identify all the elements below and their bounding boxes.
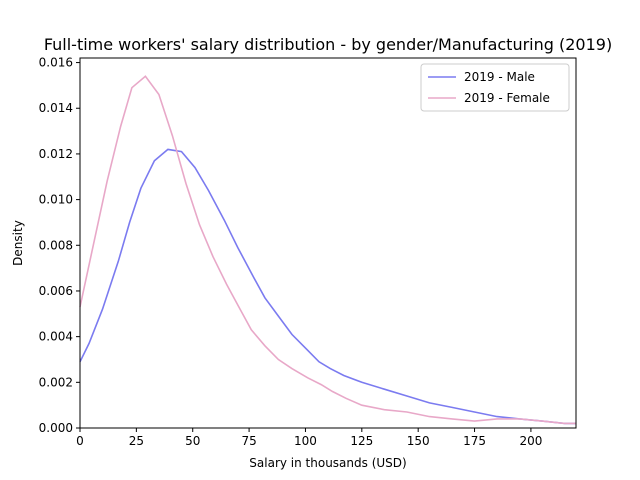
y-tick-label: 0.008 xyxy=(39,238,73,252)
y-tick-label: 0.004 xyxy=(39,330,73,344)
y-tick-label: 0.006 xyxy=(39,284,73,298)
x-axis: 0 25 50 75 100 125 150 175 200 xyxy=(76,428,542,448)
x-tick-label: 75 xyxy=(241,434,256,448)
y-tick-label: 0.010 xyxy=(39,193,73,207)
series-line-1 xyxy=(79,148,576,425)
x-tick-label: 175 xyxy=(463,434,486,448)
chart-title: Full-time workers' salary distribution -… xyxy=(44,35,612,54)
plot-frame xyxy=(79,57,577,429)
x-axis-label: Salary in thousands (USD) xyxy=(249,456,406,470)
series-lines xyxy=(79,75,576,425)
y-tick-label: 0.002 xyxy=(39,375,73,389)
x-tick-label: 50 xyxy=(185,434,200,448)
legend-box xyxy=(420,63,570,112)
legend-label-2: 2019 - Female xyxy=(464,91,550,105)
y-axis: 0.000 0.002 0.004 0.006 0.008 0.010 0.012 0.014… xyxy=(39,56,80,435)
legend: 2019 - Male 2019 - Female xyxy=(420,63,570,112)
x-tick-label: 100 xyxy=(294,434,317,448)
x-tick-label: 200 xyxy=(519,434,542,448)
legend-label-1: 2019 - Male xyxy=(464,70,535,84)
x-tick-label: 125 xyxy=(350,434,373,448)
y-tick-label: 0.012 xyxy=(39,147,73,161)
x-tick-label: 0 xyxy=(76,434,84,448)
y-tick-label: 0.016 xyxy=(39,56,73,70)
y-tick-label: 0.000 xyxy=(39,421,73,435)
y-axis-label: Density xyxy=(11,220,25,266)
x-tick-label: 25 xyxy=(129,434,144,448)
series-line-2 xyxy=(79,75,576,425)
y-tick-label: 0.014 xyxy=(39,101,73,115)
x-tick-label: 150 xyxy=(407,434,430,448)
